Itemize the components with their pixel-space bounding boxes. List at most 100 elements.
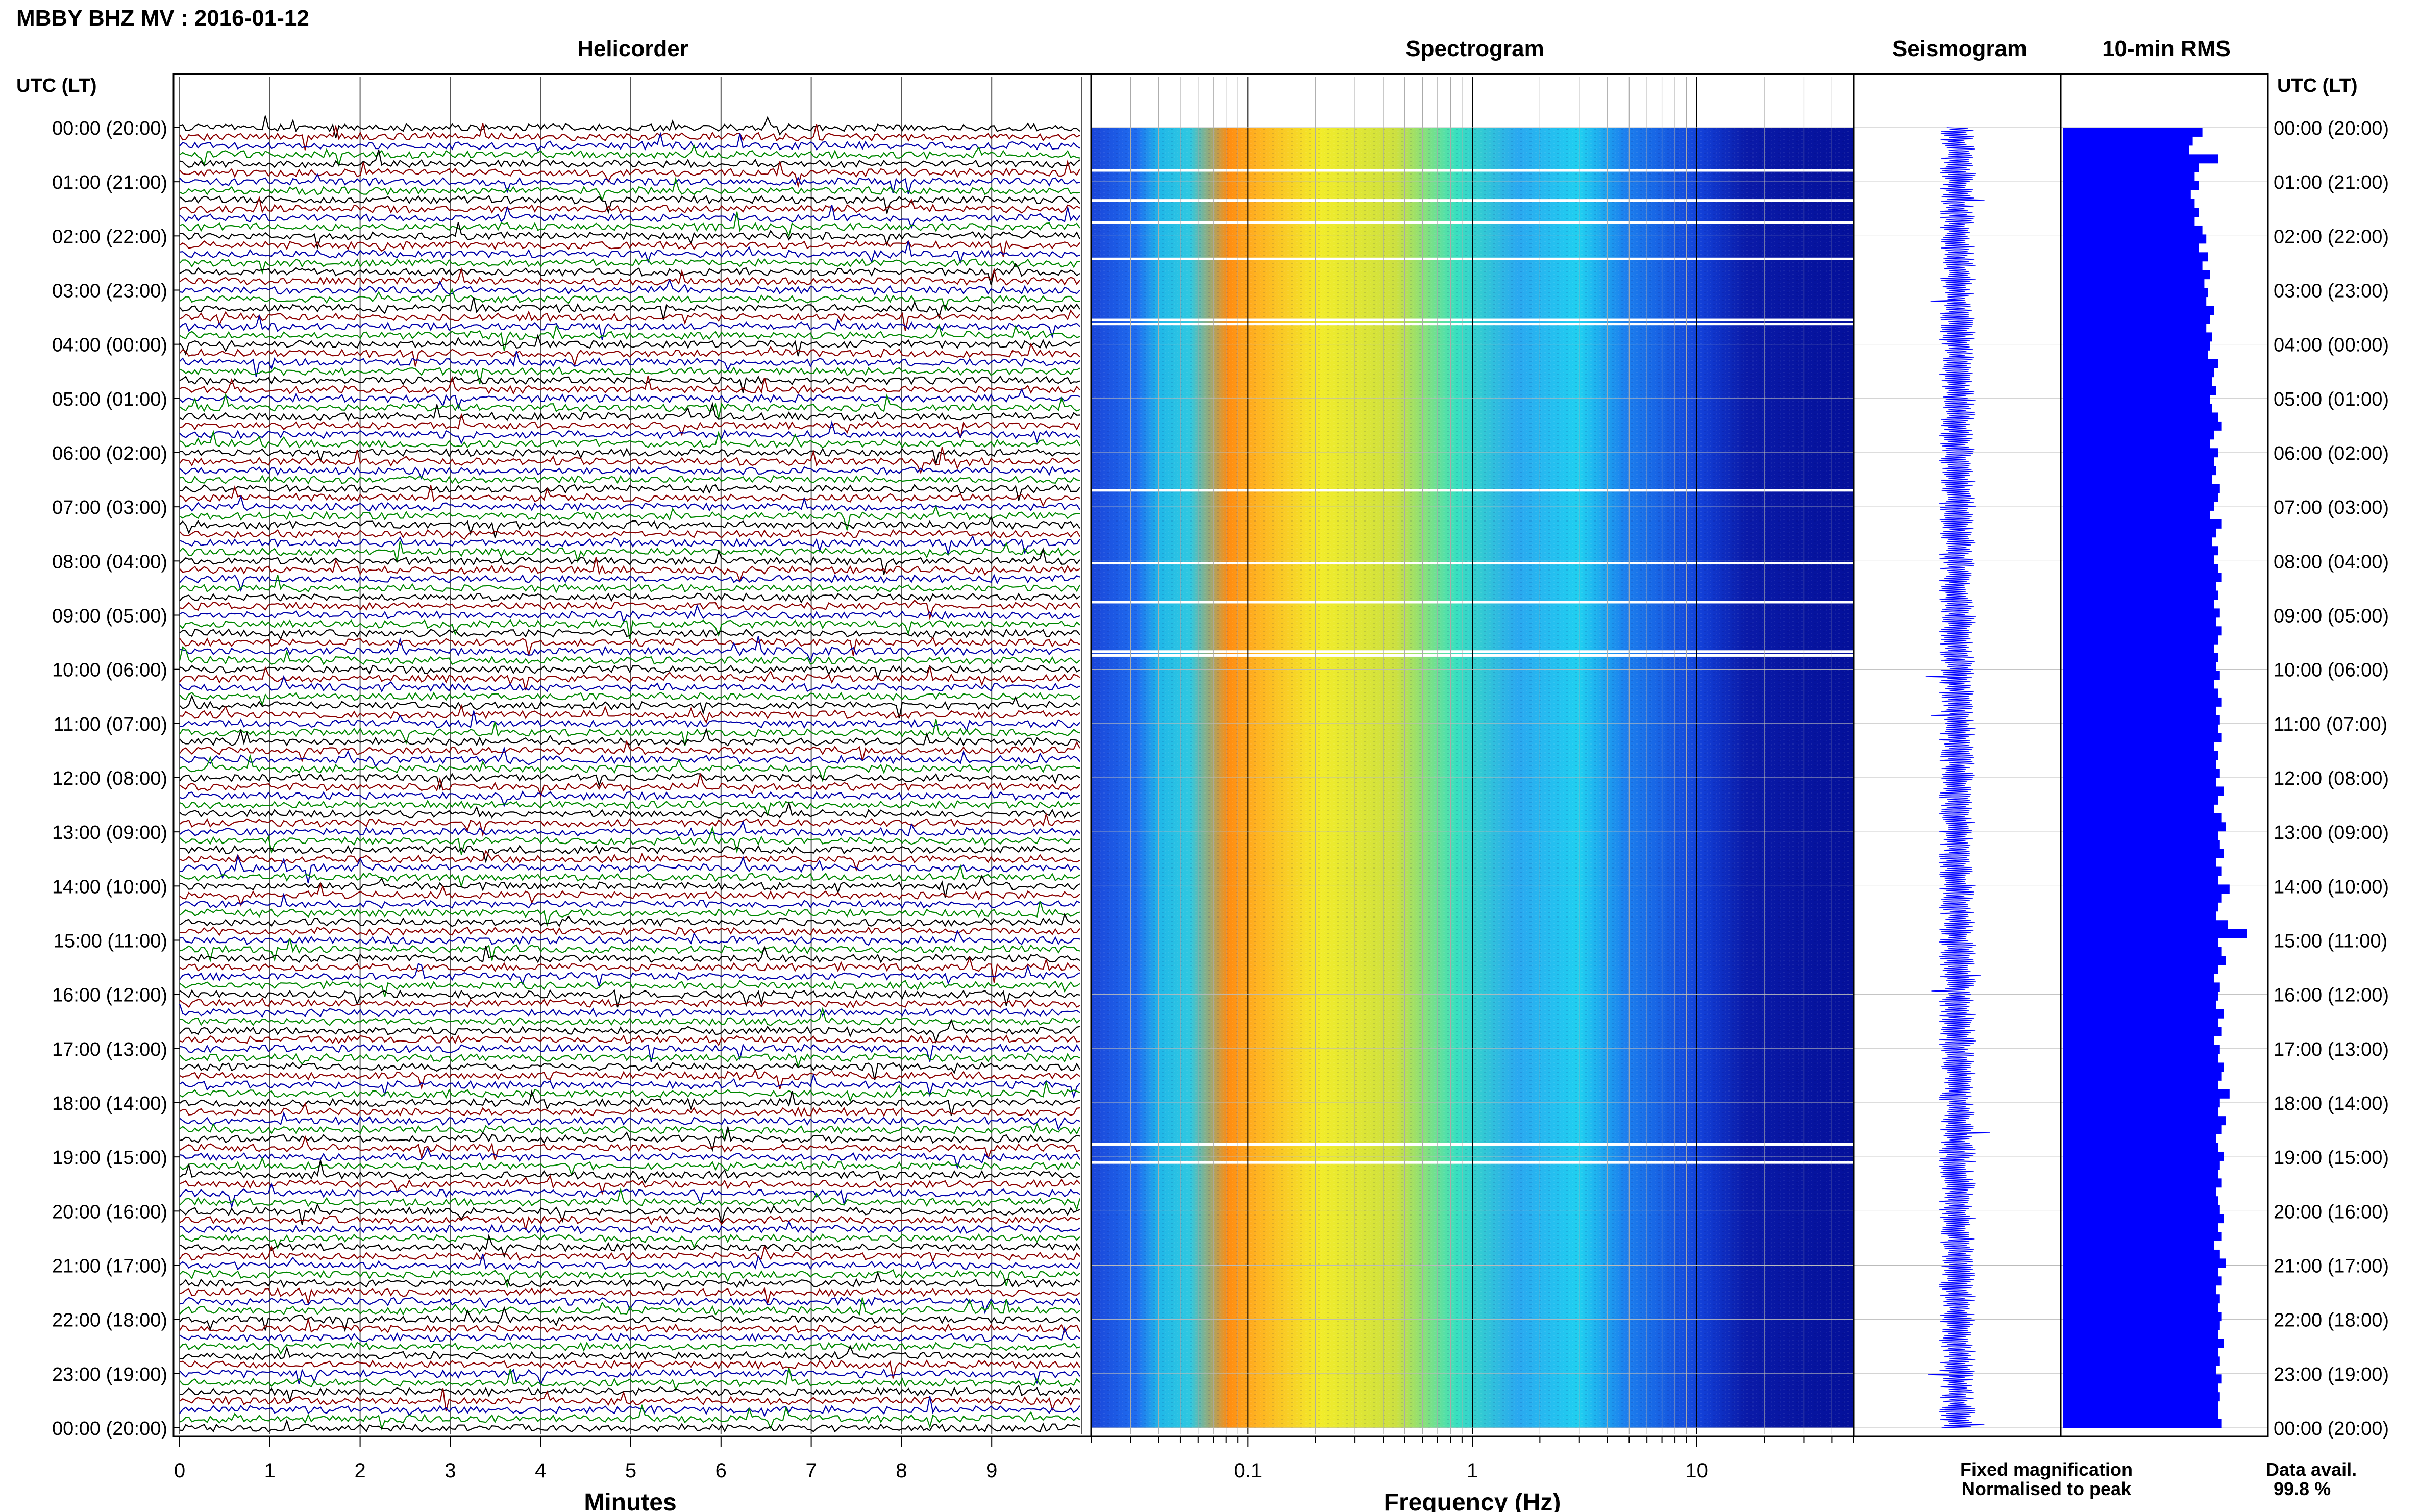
helicorder-trace [179,123,1080,151]
helicorder-trace [179,1182,1080,1209]
rms-bar [2063,430,2214,440]
y-tick-label-right: 00:00 (20:00) [2274,118,2389,139]
rms-bar [2063,831,2218,840]
y-tick-label-right: 11:00 (07:00) [2274,714,2387,735]
rms-bar [2063,688,2218,698]
rms-bar [2063,1071,2222,1081]
helicorder-trace [179,1068,1080,1090]
helicorder-trace [179,1419,1080,1433]
rms-bar [2063,314,2210,324]
helicorder-trace [179,1053,1080,1069]
helicorder-trace [179,529,1080,540]
rms-bar [2063,1009,2224,1019]
rms-bar [2063,1223,2218,1232]
rms-bar [2063,1125,2222,1134]
rms-bar [2063,608,2220,618]
rms-bar [2063,1365,2216,1375]
helicorder-trace [179,222,1081,250]
helicorder-trace [179,177,1080,202]
helicorder-trace [179,1345,1080,1360]
helicorder-trace [179,475,1080,485]
helicorder-trace [179,429,1080,449]
helicorder-trace [179,746,1080,768]
helicorder-trace [179,1018,1080,1044]
helicorder-trace [179,211,1080,238]
helicorder-trace [179,540,1080,563]
rms-panel [2063,128,2247,1428]
rms-bar [2063,573,2222,582]
helicorder-trace [179,636,1080,662]
helicorder-trace [179,956,1080,983]
rms-bar [2063,377,2212,386]
y-tick-label-right: 13:00 (09:00) [2274,822,2389,844]
helicorder-trace [179,945,1080,963]
helicorder-trace [179,323,1080,351]
y-tick-label-left: 19:00 (15:00) [52,1147,167,1169]
helicorder-x-tick-label: 3 [445,1459,456,1482]
data-avail-label: Data avail. [2266,1459,2357,1480]
rms-bar [2063,1160,2220,1170]
rms-bar [2063,475,2212,484]
helicorder-trace [179,1187,1081,1211]
rms-bar [2063,448,2218,458]
helicorder-trace [179,1203,1080,1226]
y-tick-label-right: 02:00 (22:00) [2274,226,2389,247]
helicorder-trace [179,694,1080,719]
helicorder-trace [179,874,1080,898]
helicorder-trace [179,1359,1080,1379]
rms-bar [2063,332,2212,342]
helicorder-trace [179,599,1080,621]
legend-fixed-magnification: Fixed magnification [1960,1459,2133,1480]
rms-bar [2063,973,2214,983]
helicorder-title: Helicorder [577,36,688,61]
rms-frame [2060,73,2269,1437]
helicorder-trace [179,574,1080,592]
rms-bar [2063,537,2212,547]
rms-bar [2063,947,2222,956]
helicorder-trace [179,845,1080,864]
helicorder-trace [179,412,1080,439]
helicorder-trace [179,1297,1080,1316]
rms-bar [2063,359,2218,368]
y-tick-label-left: 23:00 (19:00) [52,1364,167,1385]
seismogram-title: Seismogram [1892,36,2027,61]
helicorder-trace [179,1269,1080,1288]
y-tick-label-left: 00:00 (20:00) [52,118,167,139]
helicorder-trace [179,297,1080,320]
rms-bar [2063,1303,2218,1312]
rms-bar [2063,1401,2218,1410]
rms-bar [2063,840,2220,850]
helicorder-trace [179,913,1080,927]
helicorder-trace [179,812,1080,837]
rms-bar [2063,964,2218,974]
helicorder-trace [179,267,1080,286]
helicorder-trace [179,1006,1080,1027]
helicorder-trace [179,342,1080,367]
y-tick-label-left: 02:00 (22:00) [52,226,167,247]
rms-bar [2063,412,2218,422]
rms-bar [2063,1249,2220,1259]
rms-bar [2063,769,2220,778]
helicorder-trace [179,535,1080,557]
y-tick-label-right: 21:00 (17:00) [2274,1256,2389,1277]
y-tick-label-left: 00:00 (20:00) [52,1418,167,1440]
helicorder-trace [179,1122,1080,1142]
rms-bar [2063,582,2216,591]
rms-bar [2063,1392,2220,1402]
y-tick-label-right: 00:00 (20:00) [2274,1418,2389,1440]
helicorder-trace [179,195,1080,214]
rms-bar [2063,270,2210,280]
helicorder-trace [179,636,1080,656]
helicorder-trace [179,376,1080,395]
helicorder-trace [179,575,1080,593]
helicorder-trace [179,131,1080,152]
rms-bar [2063,1214,2224,1224]
helicorder-trace [179,150,1080,169]
helicorder-trace [179,1233,1080,1250]
helicorder-x-tick-label: 0 [174,1459,185,1482]
helicorder-trace [179,1342,1080,1355]
rms-bar [2063,1321,2220,1330]
helicorder-trace [179,881,1080,907]
rms-bar [2063,644,2214,654]
